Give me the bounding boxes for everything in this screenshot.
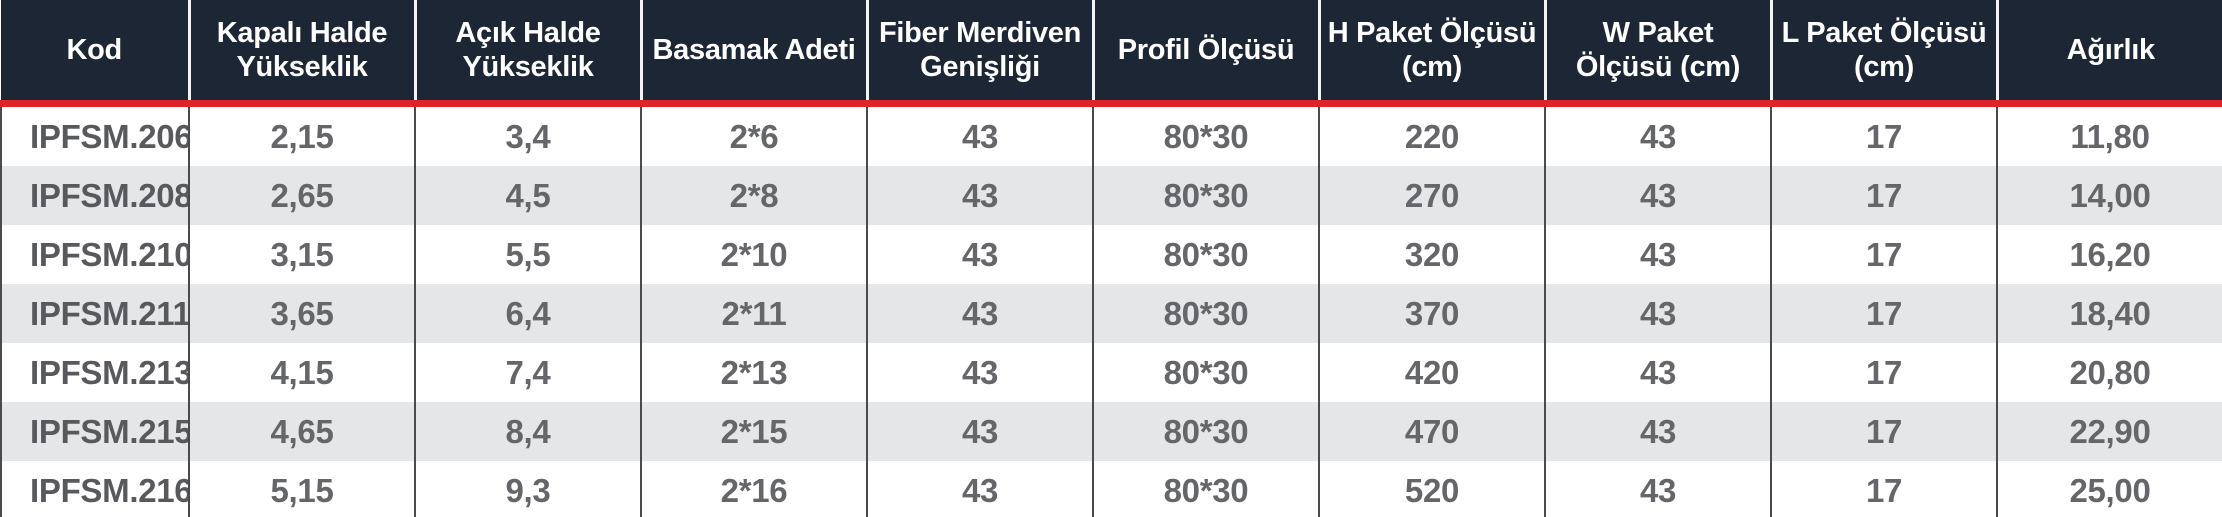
column-header: Basamak Adeti (641, 0, 869, 107)
table-cell: 3,65 (189, 284, 416, 343)
product-code-cell: IPFSM.216 (0, 461, 190, 517)
table-cell: 11,80 (1997, 103, 2222, 166)
table-cell: 17 (1771, 166, 1998, 225)
header-row: Kod Kapalı Halde Yükseklik Açık Halde Yüks… (1, 0, 2222, 107)
table-cell: 16,20 (1997, 225, 2222, 284)
table-cell: 80*30 (1093, 166, 1320, 225)
table-cell: 22,90 (1997, 402, 2222, 461)
table-cell: 420 (1319, 343, 1546, 402)
table-cell: 43 (867, 461, 1094, 517)
product-code-cell: IPFSM.211 (0, 284, 190, 343)
table-cell: 2*16 (641, 461, 868, 517)
table-row: IPFSM.211 3,65 6,4 2*11 43 80*30 370 43 17 18,40 (0, 284, 2222, 343)
table-body: IPFSM.206 2,15 3,4 2*6 43 80*30 220 43 17 11,80 IP… (0, 103, 2222, 517)
table-row: IPFSM.216 5,15 9,3 2*16 43 80*30 520 43 17 25,00 (0, 461, 2222, 517)
table-cell: 9,3 (415, 461, 642, 517)
table-cell: 2*13 (641, 343, 868, 402)
table-row: IPFSM.208 2,65 4,5 2*8 43 80*30 270 43 17 14,00 (0, 166, 2222, 225)
column-header: Açık Halde Yükseklik (415, 0, 643, 107)
table-row: IPFSM.215 4,65 8,4 2*15 43 80*30 470 43 17 22,90 (0, 402, 2222, 461)
product-code-cell: IPFSM.208 (0, 166, 190, 225)
table-cell: 17 (1771, 225, 1998, 284)
table-cell: 2*11 (641, 284, 868, 343)
table-cell: 2,65 (189, 166, 416, 225)
column-header: Fiber Merdiven Genişliği (867, 0, 1095, 107)
table-cell: 43 (1545, 402, 1772, 461)
column-header: H Paket Ölçüsü (cm) (1319, 0, 1547, 107)
table-cell: 2*6 (641, 103, 868, 166)
product-code-cell: IPFSM.215 (0, 402, 190, 461)
table-cell: 80*30 (1093, 284, 1320, 343)
table-cell: 25,00 (1997, 461, 2222, 517)
product-code-cell: IPFSM.210 (0, 225, 190, 284)
table-cell: 220 (1319, 103, 1546, 166)
product-code-cell: IPFSM.213 (0, 343, 190, 402)
column-header: L Paket Ölçüsü (cm) (1771, 0, 1999, 107)
table-cell: 43 (1545, 461, 1772, 517)
table-cell: 43 (1545, 343, 1772, 402)
table-cell: 5,5 (415, 225, 642, 284)
table-cell: 7,4 (415, 343, 642, 402)
table-cell: 17 (1771, 461, 1998, 517)
table-cell: 17 (1771, 402, 1998, 461)
column-header: W Paket Ölçüsü (cm) (1545, 0, 1773, 107)
table-cell: 80*30 (1093, 343, 1320, 402)
table-row: IPFSM.210 3,15 5,5 2*10 43 80*30 320 43 17 16,20 (0, 225, 2222, 284)
table-cell: 4,5 (415, 166, 642, 225)
table-cell: 43 (867, 284, 1094, 343)
table-cell: 43 (1545, 103, 1772, 166)
table-cell: 43 (867, 225, 1094, 284)
table-header: Kod Kapalı Halde Yükseklik Açık Halde Yüks… (1, 0, 2222, 107)
table-cell: 17 (1771, 343, 1998, 402)
table-cell: 80*30 (1093, 103, 1320, 166)
table-cell: 2*15 (641, 402, 868, 461)
table-cell: 6,4 (415, 284, 642, 343)
table-cell: 80*30 (1093, 461, 1320, 517)
table-cell: 43 (867, 166, 1094, 225)
table-cell: 14,00 (1997, 166, 2222, 225)
table-cell: 20,80 (1997, 343, 2222, 402)
table-cell: 43 (1545, 225, 1772, 284)
table-cell: 370 (1319, 284, 1546, 343)
table-cell: 43 (1545, 166, 1772, 225)
column-header: Profil Ölçüsü (1093, 0, 1321, 107)
table-cell: 2*10 (641, 225, 868, 284)
table-cell: 17 (1771, 284, 1998, 343)
table-row: IPFSM.206 2,15 3,4 2*6 43 80*30 220 43 17 11,80 (0, 103, 2222, 166)
product-code-cell: IPFSM.206 (0, 103, 190, 166)
table-cell: 80*30 (1093, 225, 1320, 284)
table-cell: 2*8 (641, 166, 868, 225)
column-header: Kapalı Halde Yükseklik (189, 0, 417, 107)
table-cell: 43 (867, 343, 1094, 402)
table-cell: 4,15 (189, 343, 416, 402)
table-cell: 470 (1319, 402, 1546, 461)
table-cell: 2,15 (189, 103, 416, 166)
table-cell: 5,15 (189, 461, 416, 517)
table-cell: 80*30 (1093, 402, 1320, 461)
column-header: Ağırlık (1997, 0, 2222, 107)
table-row: IPFSM.213 4,15 7,4 2*13 43 80*30 420 43 17 20,80 (0, 343, 2222, 402)
table-cell: 8,4 (415, 402, 642, 461)
table-cell: 4,65 (189, 402, 416, 461)
column-header: Kod (1, 0, 191, 107)
table-cell: 43 (867, 402, 1094, 461)
table-cell: 43 (1545, 284, 1772, 343)
table-cell: 520 (1319, 461, 1546, 517)
table-cell: 320 (1319, 225, 1546, 284)
table-cell: 3,4 (415, 103, 642, 166)
table-cell: 18,40 (1997, 284, 2222, 343)
table-cell: 17 (1771, 103, 1998, 166)
table-cell: 270 (1319, 166, 1546, 225)
table-cell: 43 (867, 103, 1094, 166)
table-cell: 3,15 (189, 225, 416, 284)
